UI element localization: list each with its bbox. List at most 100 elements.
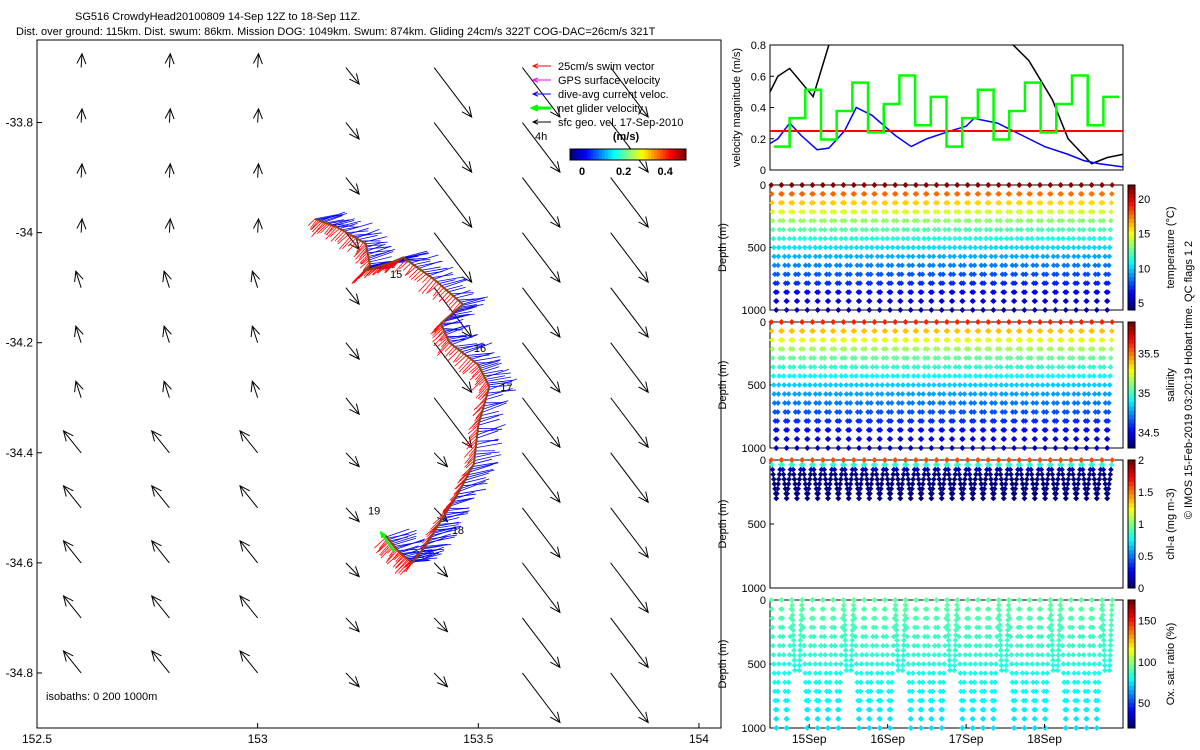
scatter-point xyxy=(975,319,981,325)
scatter-point xyxy=(1096,235,1103,242)
scatter-point xyxy=(799,319,806,325)
scatter-point xyxy=(1000,307,1007,313)
scatter-point xyxy=(916,409,923,415)
scatter-point xyxy=(1037,319,1043,325)
map-colorbar-cell xyxy=(659,149,664,160)
panel-colorbar-cell xyxy=(1128,468,1135,474)
scatter-point xyxy=(966,364,973,370)
swim-vector xyxy=(443,346,455,359)
map-y-tick-label: -34.4 xyxy=(6,446,34,460)
scatter-point xyxy=(1035,364,1041,370)
scatter-point xyxy=(868,391,875,397)
swim-vector xyxy=(448,297,456,306)
scatter-point xyxy=(839,355,845,361)
scatter-point xyxy=(904,364,911,370)
scatter-point xyxy=(847,253,854,260)
scatter-point xyxy=(899,400,905,406)
scatter-point xyxy=(1002,271,1009,278)
scatter-point xyxy=(966,217,972,224)
scatter-point xyxy=(973,226,979,233)
scatter-point xyxy=(1008,235,1015,242)
scatter-point xyxy=(826,262,833,269)
panel-colorbar-tick-label: 20 xyxy=(1138,194,1150,206)
scatter-point xyxy=(1023,262,1030,269)
scatter-point xyxy=(898,289,904,295)
scatter-point xyxy=(937,409,944,415)
scatter-point xyxy=(882,337,889,343)
geo-velocity-arrow xyxy=(345,562,360,578)
scatter-point xyxy=(873,226,880,233)
scatter-point xyxy=(841,337,848,343)
scatter-point xyxy=(919,280,925,287)
scatter-point xyxy=(789,191,796,197)
scatter-point xyxy=(903,337,910,343)
scatter-point xyxy=(820,319,826,325)
scatter-point xyxy=(785,262,792,269)
scatter-point xyxy=(1100,200,1106,206)
scatter-point xyxy=(1082,271,1088,278)
scatter-point xyxy=(823,271,830,278)
swim-vector xyxy=(478,379,486,386)
scatter-point xyxy=(1079,200,1086,206)
scatter-point xyxy=(903,208,910,215)
scatter-point xyxy=(1013,262,1019,269)
current-vector xyxy=(472,461,499,467)
scatter-point xyxy=(830,328,837,334)
scatter-point xyxy=(868,253,875,260)
scatter-point xyxy=(805,271,812,278)
scatter-point xyxy=(804,298,811,304)
scatter-point xyxy=(817,382,823,388)
date-x-tick-label: 17Sep xyxy=(949,732,984,746)
scatter-point xyxy=(910,244,917,251)
scatter-point xyxy=(989,271,995,278)
scatter-point xyxy=(800,337,806,343)
scatter-point xyxy=(1053,427,1060,433)
scatter-point xyxy=(935,355,941,361)
scatter-point xyxy=(801,235,808,242)
scatter-point xyxy=(908,427,915,433)
scatter-point xyxy=(931,235,938,242)
scatter-point xyxy=(1008,364,1014,370)
panel-colorbar-cell xyxy=(1128,285,1135,290)
scatter-point xyxy=(857,262,864,269)
scatter-point xyxy=(859,217,866,224)
panel-colorbar-cell xyxy=(1128,264,1135,269)
current-vector xyxy=(441,512,465,521)
scatter-point xyxy=(836,418,843,424)
current-vector xyxy=(485,394,504,400)
scatter-point xyxy=(935,226,942,233)
scatter-point xyxy=(1080,217,1086,224)
scatter-point xyxy=(786,244,792,251)
scatter-point xyxy=(828,373,834,379)
scatter-point xyxy=(930,253,937,260)
geo-velocity-arrow xyxy=(250,270,261,288)
scatter-point xyxy=(890,364,897,370)
scatter-point xyxy=(970,436,976,442)
swim-vector xyxy=(445,295,454,304)
current-vector xyxy=(327,219,350,225)
scatter-point xyxy=(1031,307,1038,313)
scatter-point xyxy=(1061,271,1068,278)
scatter-point xyxy=(768,319,775,325)
scatter-point xyxy=(893,200,899,206)
current-vector xyxy=(389,536,409,542)
current-vector xyxy=(366,246,392,250)
map-colorbar-cell xyxy=(642,149,646,160)
scatter-point xyxy=(1042,298,1049,304)
swim-vector xyxy=(443,293,452,302)
current-vector xyxy=(464,472,490,481)
scatter-point xyxy=(924,208,931,215)
swim-vector xyxy=(324,224,332,235)
scatter-point xyxy=(853,382,860,388)
scatter-point xyxy=(956,217,962,224)
scatter-point xyxy=(848,382,854,388)
panel-colorbar-cell xyxy=(1128,243,1135,248)
scatter-point xyxy=(1006,337,1013,343)
geo-velocity-arrow xyxy=(433,342,473,394)
scatter-point xyxy=(933,182,940,188)
swim-vector xyxy=(363,261,370,271)
swim-vector xyxy=(387,546,395,554)
scatter-point xyxy=(811,373,818,379)
geo-velocity-arrow xyxy=(522,672,561,724)
scatter-point xyxy=(795,409,802,415)
